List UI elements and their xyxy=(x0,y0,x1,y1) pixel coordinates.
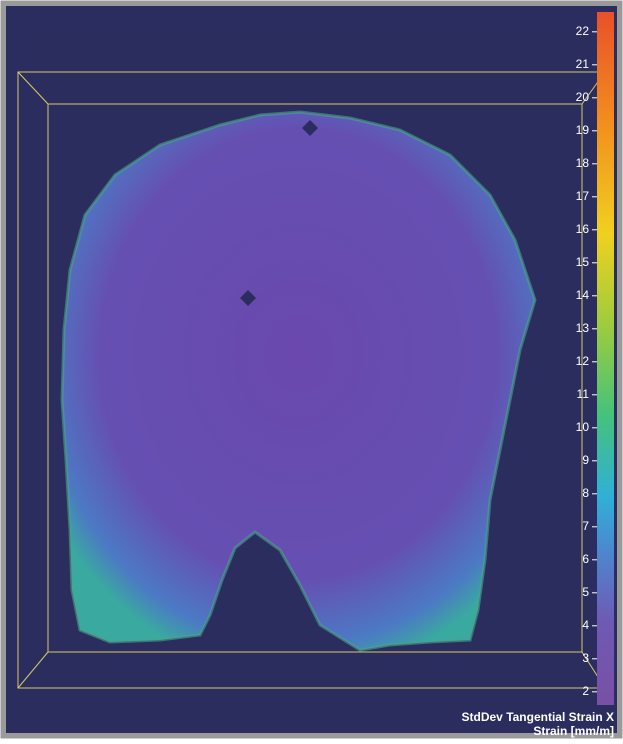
tick-label: 17 xyxy=(576,189,590,203)
tick-label: 21 xyxy=(576,57,590,71)
tick-label: 14 xyxy=(576,288,590,302)
tick-label: 12 xyxy=(576,354,590,368)
tick-label: 4 xyxy=(582,618,589,632)
tick-label: 18 xyxy=(576,156,590,170)
tick-label: 8 xyxy=(582,486,589,500)
tick-label: 3 xyxy=(582,651,589,665)
tick-label: 13 xyxy=(576,321,590,335)
tick-label: 16 xyxy=(576,222,590,236)
tick-label: 10 xyxy=(576,420,590,434)
tick-label: 22 xyxy=(576,24,590,38)
tick-label: 6 xyxy=(582,552,589,566)
colorbar-unit: Strain [mm/m] xyxy=(533,724,614,738)
tick-label: 2 xyxy=(582,684,589,698)
viewer: StdDev Tangential Strain X Strain [mm/m]… xyxy=(0,0,623,739)
tick-label: 20 xyxy=(576,90,590,104)
tick-label: 9 xyxy=(582,453,589,467)
tick-label: 5 xyxy=(582,585,589,599)
colorbar-title: StdDev Tangential Strain X xyxy=(462,710,614,724)
strain-surface xyxy=(62,112,535,650)
tick-label: 7 xyxy=(582,519,589,533)
colorbar xyxy=(597,12,614,705)
tick-label: 19 xyxy=(576,123,590,137)
tick-label: 15 xyxy=(576,255,590,269)
tick-label: 11 xyxy=(577,387,590,401)
